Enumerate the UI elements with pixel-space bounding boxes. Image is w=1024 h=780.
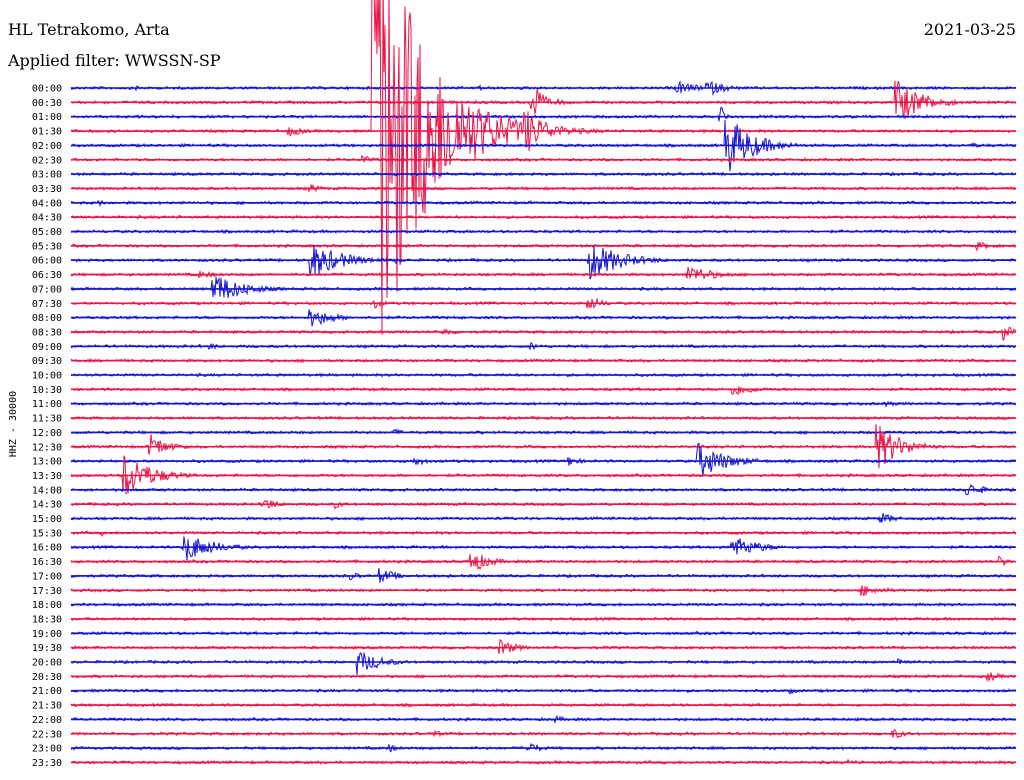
row-label-1330: 13:30	[32, 471, 62, 482]
trace-0030	[70, 80, 1017, 118]
y-axis-label: HHZ - 30000	[8, 391, 19, 457]
row-label-0330: 03:30	[32, 184, 62, 195]
row-label-0900: 09:00	[32, 342, 62, 353]
row-label-1400: 14:00	[32, 485, 62, 496]
row-label-0400: 04:00	[32, 198, 62, 209]
row-label-0630: 06:30	[32, 270, 62, 281]
row-label-2330: 23:30	[32, 758, 62, 769]
row-label-0600: 06:00	[32, 256, 62, 267]
row-time-labels: 00:00 00:30 01:00 01:30 02:00 02:30 03:00 03:30…	[32, 84, 62, 769]
row-label-1200: 12:00	[32, 428, 62, 439]
row-label-1800: 18:00	[32, 600, 62, 611]
row-label-0830: 08:30	[32, 327, 62, 338]
row-label-0030: 00:30	[32, 98, 62, 109]
row-label-1900: 19:00	[32, 629, 62, 640]
row-label-1030: 10:30	[32, 385, 62, 396]
trace-0630	[70, 266, 1017, 280]
row-label-2300: 23:00	[32, 744, 62, 755]
trace-0830	[70, 326, 1017, 341]
row-label-0130: 01:30	[32, 127, 62, 138]
row-label-1630: 16:30	[32, 557, 62, 568]
row-label-2130: 21:30	[32, 701, 62, 712]
row-label-0230: 02:30	[32, 155, 62, 166]
row-label-0200: 02:00	[32, 141, 62, 152]
row-label-1130: 11:30	[32, 414, 62, 425]
row-label-1600: 16:00	[32, 543, 62, 554]
row-label-1730: 17:30	[32, 586, 62, 597]
row-label-2230: 22:30	[32, 729, 62, 740]
row-label-0300: 03:00	[32, 170, 62, 181]
trace-1300	[70, 443, 1017, 477]
row-label-1530: 15:30	[32, 528, 62, 539]
row-label-0100: 01:00	[32, 112, 62, 123]
filter-label: Applied filter: WWSSN-SP	[7, 51, 221, 70]
row-label-0700: 07:00	[32, 284, 62, 295]
row-label-1700: 17:00	[32, 571, 62, 582]
row-label-1430: 14:30	[32, 500, 62, 511]
trace-0100	[70, 106, 1017, 122]
row-label-1830: 18:30	[32, 614, 62, 625]
trace-1930	[70, 638, 1017, 654]
row-label-1500: 15:00	[32, 514, 62, 525]
row-label-0000: 00:00	[32, 84, 62, 95]
row-label-0930: 09:30	[32, 356, 62, 367]
row-label-1930: 19:30	[32, 643, 62, 654]
row-label-0800: 08:00	[32, 313, 62, 324]
trace-1030	[70, 386, 1017, 396]
row-label-0430: 04:30	[32, 213, 62, 224]
row-label-1000: 10:00	[32, 371, 62, 382]
trace-2000	[70, 652, 1017, 675]
date-label: 2021-03-25	[924, 20, 1016, 39]
row-label-2100: 21:00	[32, 686, 62, 697]
row-label-1300: 13:00	[32, 457, 62, 468]
row-label-2030: 20:30	[32, 672, 62, 683]
row-label-1100: 11:00	[32, 399, 62, 410]
row-label-2200: 22:00	[32, 715, 62, 726]
row-label-0730: 07:30	[32, 299, 62, 310]
trace-0700	[70, 276, 1017, 299]
seismic-traces	[70, 0, 1017, 766]
row-label-2000: 20:00	[32, 658, 62, 669]
row-label-1230: 12:30	[32, 442, 62, 453]
row-label-0500: 05:00	[32, 227, 62, 238]
trace-1600	[70, 536, 1017, 561]
station-title: HL Tetrakomo, Arta	[8, 20, 170, 39]
row-label-0530: 05:30	[32, 241, 62, 252]
